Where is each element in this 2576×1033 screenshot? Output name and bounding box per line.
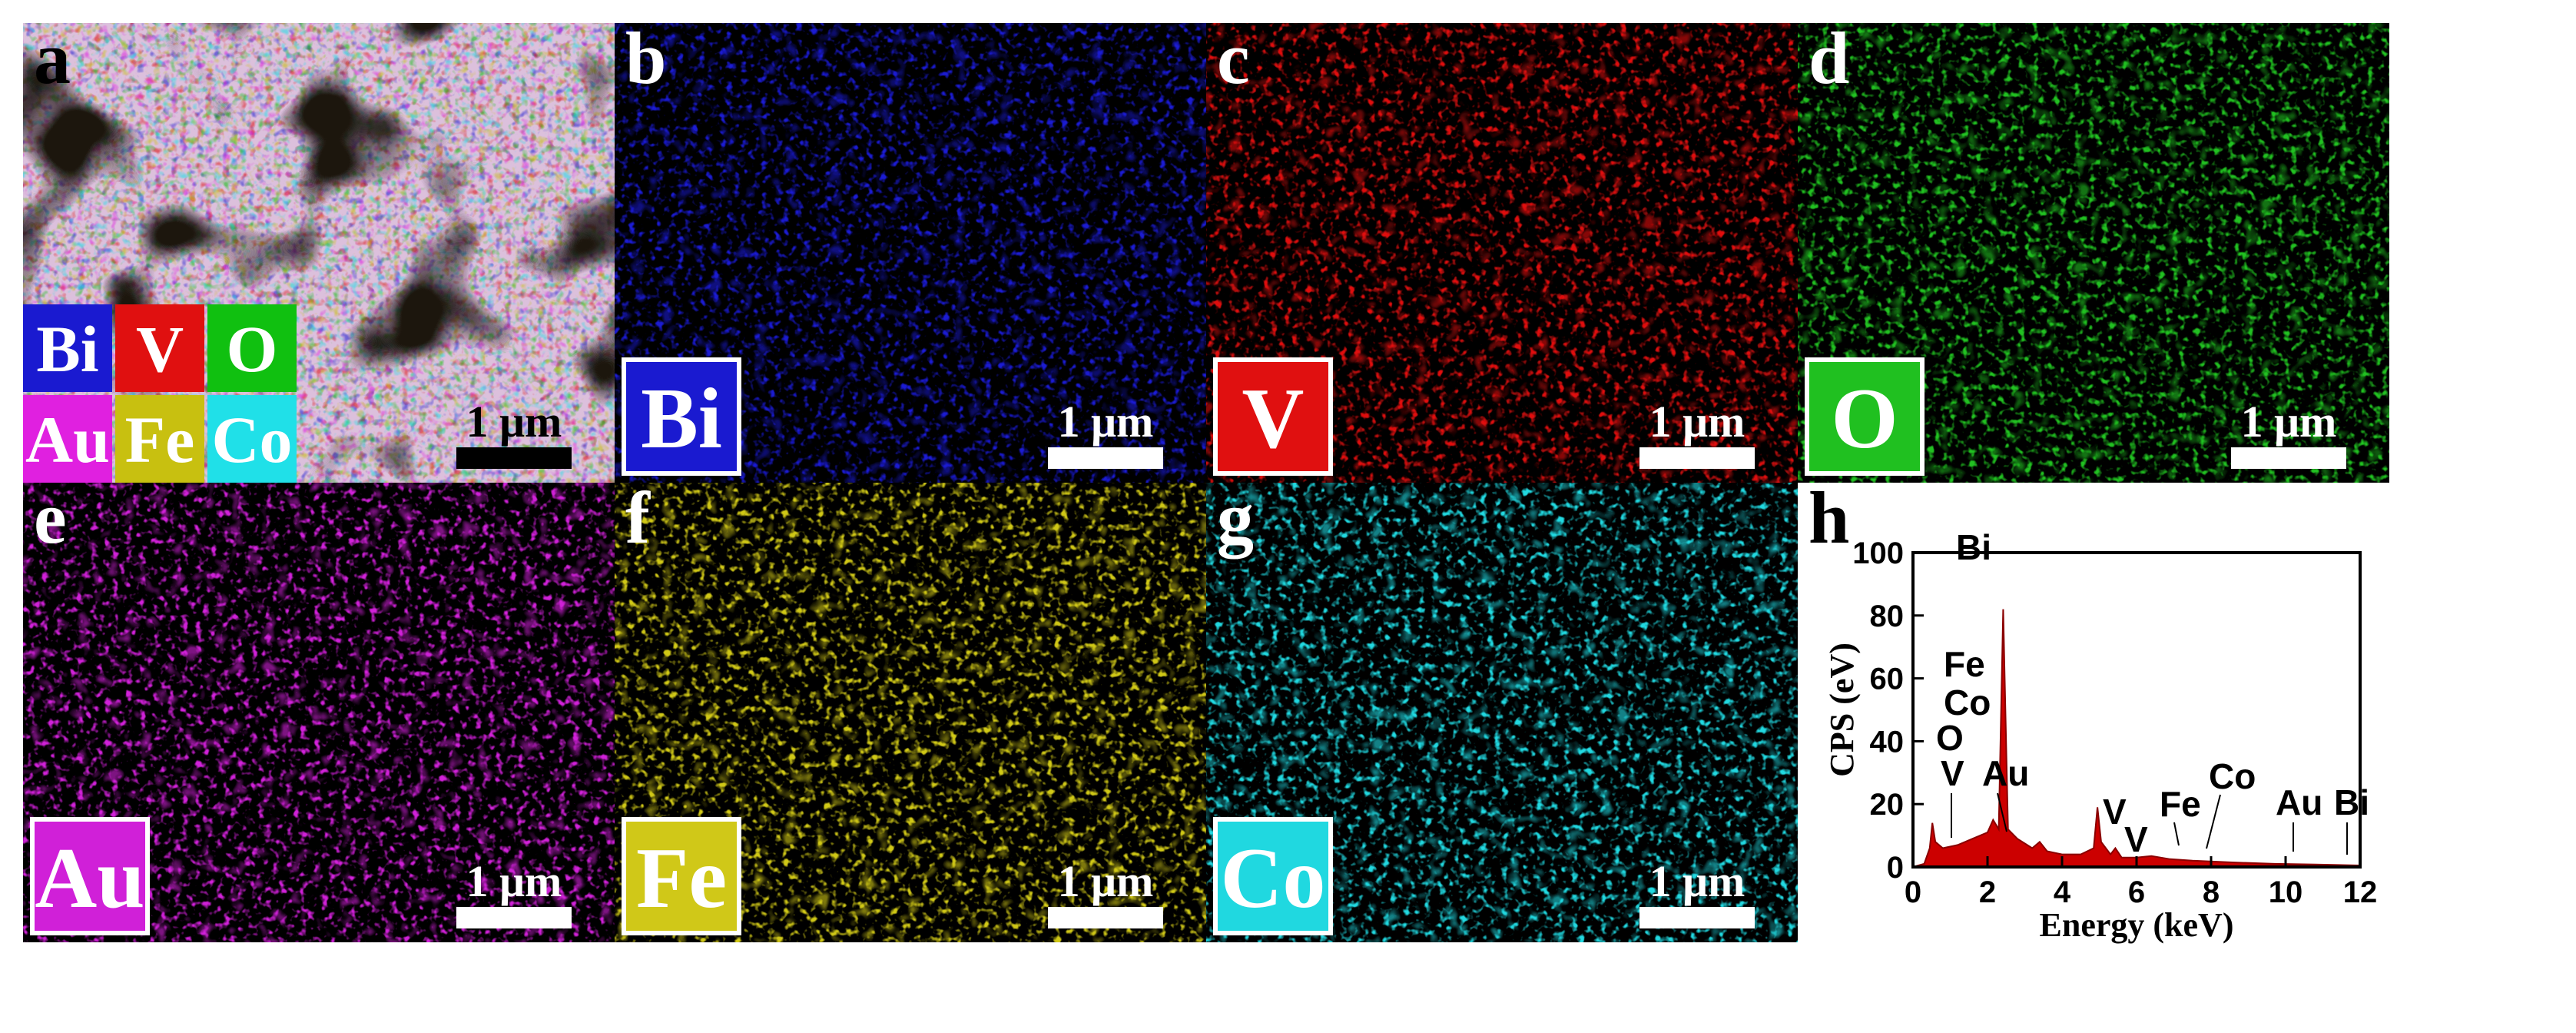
y-tick-label: 0 <box>1887 851 1904 885</box>
peak-label: V <box>1941 753 1964 793</box>
panel: V 1 μm c <box>1206 17 1798 483</box>
element-box <box>30 817 150 935</box>
element-label: O <box>1831 371 1898 467</box>
element-box <box>115 395 204 483</box>
panel-letter: b <box>625 17 666 99</box>
panel: Bi 1 μm b <box>615 17 1206 483</box>
scale-bar <box>1639 447 1755 469</box>
scale-bar-label: 1 μm <box>1058 397 1154 447</box>
x-tick-label: 2 <box>1979 875 1996 909</box>
panel: Bi V O Au Fe Co 1 μm a <box>23 17 615 483</box>
peak-arrow <box>2206 794 2221 849</box>
x-tick-label: 12 <box>2343 875 2378 909</box>
x-tick-label: 4 <box>2054 875 2071 909</box>
panel-letter: d <box>1809 17 1849 99</box>
panel: Au 1 μm e <box>23 477 615 942</box>
panel-letter: f <box>625 477 651 559</box>
element-box <box>207 395 297 483</box>
element-label: Au <box>25 403 110 477</box>
peak-label: Au <box>1982 753 2029 793</box>
scale-bar-label: 1 μm <box>1649 397 1746 447</box>
element-label: V <box>1242 371 1305 467</box>
element-label: V <box>136 312 184 386</box>
peak-label: Fe <box>1944 644 1985 684</box>
element-box <box>1213 357 1333 476</box>
element-box <box>622 357 741 476</box>
element-box <box>622 817 741 935</box>
element-label: Au <box>35 831 144 926</box>
peak-label: V <box>2103 792 2127 832</box>
element-box <box>207 304 297 392</box>
element-box <box>115 304 204 392</box>
element-label: Fe <box>636 831 727 926</box>
peak-label: Au <box>2276 782 2322 822</box>
element-label: Co <box>1221 831 1326 926</box>
spectrum-area <box>1912 609 2361 868</box>
panel-letter: g <box>1217 477 1254 559</box>
panel: h <box>1809 477 1849 559</box>
element-box <box>1213 817 1333 935</box>
scale-bar <box>2231 447 2346 469</box>
y-axis-title: CPS (eV) <box>1823 643 1861 777</box>
panel-letter: e <box>34 477 67 559</box>
scale-bar-label: 1 μm <box>2241 397 2337 447</box>
panel: O 1 μm d <box>1798 17 2389 483</box>
x-axis-title: Energy (keV) <box>2040 906 2234 944</box>
element-box <box>23 304 112 392</box>
peak-arrow <box>1997 792 2007 832</box>
x-tick-label: 6 <box>2128 875 2145 909</box>
y-tick-label: 20 <box>1870 788 1905 822</box>
scale-bar <box>1639 907 1755 928</box>
scale-bar-label: 1 μm <box>466 856 562 906</box>
peak-label: O <box>1936 718 1964 758</box>
scale-bar-label: 1 μm <box>466 397 562 447</box>
panel-letter: a <box>34 17 71 99</box>
peak-label: Co <box>1944 683 1991 722</box>
scale-bar <box>456 907 572 928</box>
y-tick-label: 80 <box>1870 600 1905 633</box>
panel: Co 1 μm g <box>1206 477 1798 942</box>
element-label: Co <box>211 403 292 477</box>
x-tick-label: 0 <box>1905 875 1921 909</box>
scale-bar <box>456 447 572 469</box>
element-label: Fe <box>125 403 195 477</box>
panel-letter: h <box>1809 477 1849 559</box>
scale-bar <box>1048 447 1163 469</box>
scale-bar <box>1048 907 1163 928</box>
scale-bar-label: 1 μm <box>1649 856 1746 906</box>
scale-bar-label: 1 μm <box>1058 856 1154 906</box>
element-label: Bi <box>36 312 98 386</box>
panel-letter: c <box>1217 17 1250 99</box>
x-tick-label: 10 <box>2269 875 2303 909</box>
element-box <box>1805 357 1925 476</box>
x-tick-label: 8 <box>2203 875 2220 909</box>
peak-arrow <box>2173 822 2180 846</box>
peak-label: Co <box>2209 756 2256 796</box>
peak-label: V <box>2124 819 2148 859</box>
element-label: O <box>227 312 278 386</box>
y-tick-label: 60 <box>1870 663 1905 696</box>
element-box <box>23 395 112 483</box>
peak-label: Bi <box>2334 782 2369 822</box>
element-label: Bi <box>641 371 722 467</box>
panel: Fe 1 μm f <box>615 477 1206 942</box>
y-tick-label: 40 <box>1870 725 1905 759</box>
peak-label: Bi <box>1956 527 1991 567</box>
y-tick-label: 100 <box>1852 536 1904 570</box>
peak-label: Fe <box>2160 784 2201 824</box>
